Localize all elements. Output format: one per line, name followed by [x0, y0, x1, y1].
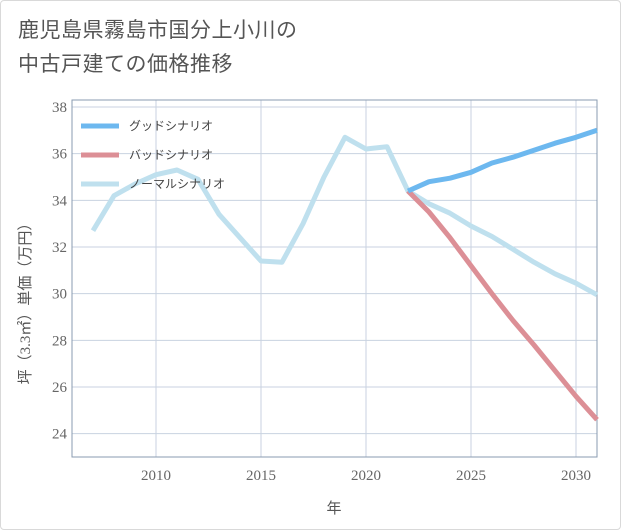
y-tick-label-34: 34 [52, 193, 68, 209]
series-line-2 [90, 134, 599, 297]
x-tick-label-2015: 2015 [246, 468, 276, 484]
y-tick-label-28: 28 [52, 333, 67, 349]
y-axis-title: 坪（3.3㎡）単価（万円） [17, 216, 34, 385]
series-lines [90, 127, 599, 422]
x-tick-labels: 2010 2015 2020 2025 2030 [141, 468, 591, 484]
y-tick-label-32: 32 [52, 240, 67, 256]
y-tick-label-36: 36 [52, 147, 68, 163]
x-tick-label-2025: 2025 [456, 468, 486, 484]
series-line-0 [406, 127, 598, 194]
y-tick-label-38: 38 [52, 100, 67, 116]
x-tick-label-2030: 2030 [561, 468, 591, 484]
series-line-1 [406, 189, 599, 422]
chart-title: 鹿児島県霧島市国分上小川の 中古戸建ての価格推移 [18, 13, 438, 81]
y-tick-label-24: 24 [52, 427, 68, 443]
y-tick-label-26: 26 [52, 380, 68, 396]
y-tick-label-30: 30 [52, 287, 67, 303]
x-tick-label-2010: 2010 [141, 468, 171, 484]
legend-label-0: グッドシナリオ [129, 119, 213, 133]
chart-title-line-1: 鹿児島県霧島市国分上小川の [18, 18, 298, 42]
chart-title-line-2: 中古戸建ての価格推移 [18, 52, 233, 76]
legend-label-2: ノーマルシナリオ [129, 177, 225, 191]
x-tick-label-2020: 2020 [351, 468, 381, 484]
legend-label-1: バッドシナリオ [129, 148, 213, 162]
x-axis-title: 年 [326, 500, 341, 517]
plot-area-border [71, 99, 598, 458]
y-tick-labels: 24 26 28 30 32 34 36 38 [52, 100, 68, 443]
